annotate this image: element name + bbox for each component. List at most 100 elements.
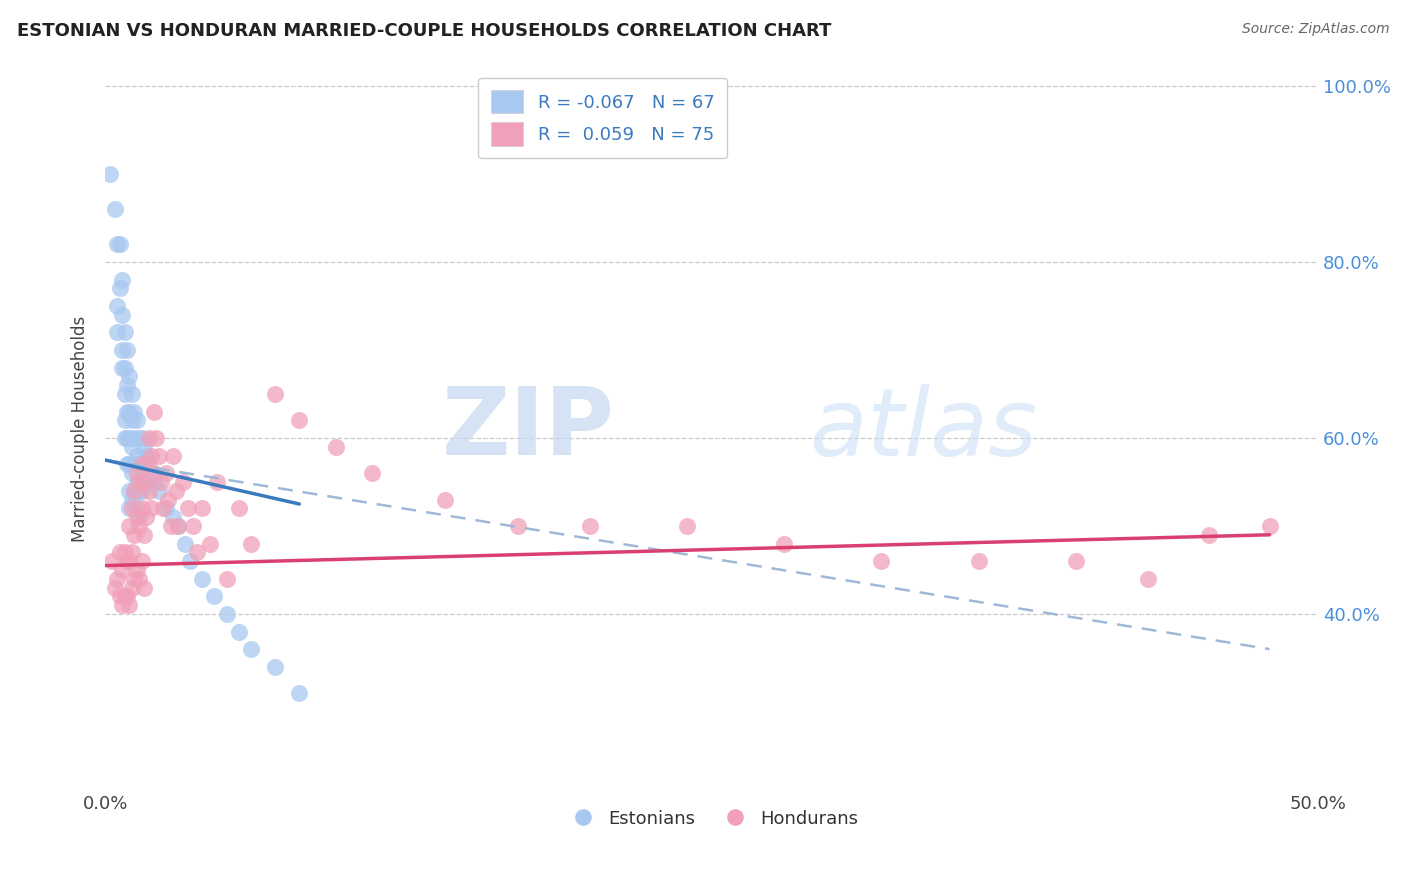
Point — [105, 326, 128, 340]
Point — [215, 572, 238, 586]
Point — [1137, 572, 1160, 586]
Point — [115, 458, 138, 472]
Point — [101, 554, 124, 568]
Point — [104, 581, 127, 595]
Point — [148, 483, 170, 498]
Point — [361, 466, 384, 480]
Point — [114, 326, 136, 340]
Point — [121, 492, 143, 507]
Point — [128, 572, 150, 586]
Point — [131, 458, 153, 472]
Point — [121, 466, 143, 480]
Point — [115, 554, 138, 568]
Point — [228, 501, 250, 516]
Point — [121, 545, 143, 559]
Point — [228, 624, 250, 639]
Text: atlas: atlas — [808, 384, 1038, 475]
Point — [114, 545, 136, 559]
Point — [128, 475, 150, 489]
Point — [108, 545, 131, 559]
Point — [124, 528, 146, 542]
Point — [138, 431, 160, 445]
Point — [162, 510, 184, 524]
Point — [105, 237, 128, 252]
Point — [114, 431, 136, 445]
Point — [159, 519, 181, 533]
Point — [114, 360, 136, 375]
Point — [150, 475, 173, 489]
Point — [124, 483, 146, 498]
Point — [118, 483, 141, 498]
Point — [128, 483, 150, 498]
Point — [124, 483, 146, 498]
Point — [167, 519, 190, 533]
Point — [239, 642, 262, 657]
Point — [121, 440, 143, 454]
Point — [108, 281, 131, 295]
Point — [118, 501, 141, 516]
Point — [125, 466, 148, 480]
Point — [157, 492, 180, 507]
Point — [118, 369, 141, 384]
Point — [162, 449, 184, 463]
Point — [167, 519, 190, 533]
Point — [506, 519, 529, 533]
Point — [142, 466, 165, 480]
Point — [174, 536, 197, 550]
Text: Source: ZipAtlas.com: Source: ZipAtlas.com — [1241, 22, 1389, 37]
Point — [155, 466, 177, 480]
Point — [128, 519, 150, 533]
Point — [141, 449, 163, 463]
Point — [111, 343, 134, 357]
Point — [288, 686, 311, 700]
Point — [773, 536, 796, 550]
Point — [125, 413, 148, 427]
Point — [115, 404, 138, 418]
Point — [1198, 528, 1220, 542]
Point — [264, 387, 287, 401]
Point — [215, 607, 238, 621]
Point — [124, 404, 146, 418]
Point — [131, 483, 153, 498]
Point — [325, 440, 347, 454]
Point — [108, 237, 131, 252]
Point — [125, 449, 148, 463]
Point — [105, 572, 128, 586]
Y-axis label: Married-couple Households: Married-couple Households — [72, 316, 89, 542]
Point — [148, 449, 170, 463]
Point — [155, 501, 177, 516]
Point — [125, 510, 148, 524]
Point — [131, 501, 153, 516]
Point — [205, 475, 228, 489]
Point — [288, 413, 311, 427]
Point — [131, 554, 153, 568]
Point — [181, 519, 204, 533]
Point — [135, 475, 157, 489]
Point — [142, 404, 165, 418]
Point — [121, 581, 143, 595]
Point — [104, 202, 127, 217]
Point — [141, 466, 163, 480]
Point — [108, 590, 131, 604]
Point — [202, 590, 225, 604]
Point — [114, 413, 136, 427]
Point — [433, 492, 456, 507]
Point — [1258, 519, 1281, 533]
Text: ZIP: ZIP — [441, 384, 614, 475]
Point — [128, 510, 150, 524]
Point — [115, 431, 138, 445]
Point — [115, 378, 138, 392]
Point — [176, 501, 198, 516]
Point — [142, 475, 165, 489]
Point — [111, 563, 134, 577]
Point — [135, 458, 157, 472]
Point — [111, 273, 134, 287]
Point — [132, 528, 155, 542]
Point — [676, 519, 699, 533]
Point — [132, 440, 155, 454]
Point — [131, 431, 153, 445]
Point — [165, 483, 187, 498]
Point — [124, 431, 146, 445]
Point — [125, 501, 148, 516]
Point — [111, 308, 134, 322]
